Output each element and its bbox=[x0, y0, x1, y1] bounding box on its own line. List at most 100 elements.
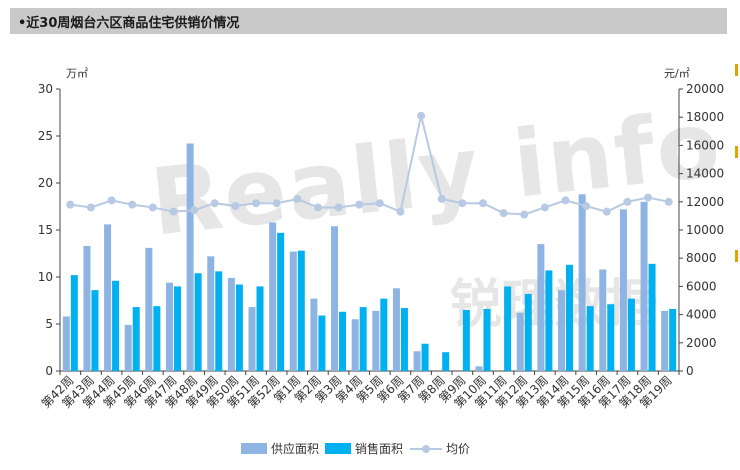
point-price bbox=[499, 209, 508, 218]
y-right-tick-label: 0 bbox=[686, 364, 694, 378]
legend-label-price: 均价 bbox=[446, 442, 470, 456]
bar-sales bbox=[91, 290, 99, 371]
point-price bbox=[128, 200, 137, 209]
bar-sales bbox=[400, 308, 408, 371]
bar-sales bbox=[297, 250, 305, 371]
bar-sales bbox=[153, 306, 161, 371]
bar-supply bbox=[145, 247, 153, 371]
bar-sales bbox=[607, 304, 615, 371]
point-price bbox=[231, 202, 240, 211]
bar-sales bbox=[359, 307, 367, 371]
bar-supply bbox=[207, 256, 215, 371]
point-price bbox=[602, 207, 611, 216]
bar-supply bbox=[269, 222, 277, 371]
y-left-tick-label: 20 bbox=[38, 176, 53, 190]
point-price bbox=[190, 206, 199, 215]
point-price bbox=[86, 203, 95, 212]
point-price bbox=[355, 200, 364, 209]
point-price bbox=[520, 210, 529, 219]
bar-sales bbox=[648, 263, 656, 371]
legend-swatch-supply bbox=[241, 443, 267, 454]
point-price bbox=[169, 207, 178, 216]
bar-supply bbox=[227, 277, 235, 371]
point-price bbox=[417, 111, 426, 120]
bar-supply bbox=[475, 366, 483, 371]
bar-supply bbox=[83, 245, 91, 371]
point-price bbox=[272, 199, 281, 208]
bar-supply bbox=[165, 282, 173, 371]
bar-supply bbox=[331, 226, 339, 371]
legend-swatch-sales bbox=[325, 443, 351, 454]
point-price bbox=[437, 194, 446, 203]
point-price bbox=[478, 199, 487, 208]
point-price bbox=[66, 200, 75, 209]
legend-marker-price bbox=[422, 445, 430, 453]
bar-sales bbox=[112, 280, 120, 371]
point-price bbox=[561, 196, 570, 205]
bar-sales bbox=[504, 286, 512, 371]
bar-supply bbox=[62, 316, 70, 371]
bar-supply bbox=[413, 351, 421, 371]
bar-sales bbox=[318, 315, 326, 371]
bar-sales bbox=[256, 286, 264, 371]
y-right-tick-label: 8000 bbox=[686, 251, 717, 265]
bar-supply bbox=[310, 298, 318, 371]
bar-sales bbox=[483, 308, 491, 371]
y-left-tick-label: 25 bbox=[38, 129, 53, 143]
point-price bbox=[458, 199, 467, 208]
right-axis-unit: 元/㎡ bbox=[664, 67, 690, 80]
edge-mark-1 bbox=[735, 64, 738, 76]
title-bar: •近30周烟台六区商品住宅供销价情况 bbox=[10, 8, 727, 34]
bar-sales bbox=[380, 298, 388, 371]
legend-label-supply: 供应面积 bbox=[271, 441, 319, 456]
bar-sales bbox=[215, 271, 223, 371]
bar-supply bbox=[289, 251, 297, 371]
left-axis-unit: 万㎡ bbox=[66, 67, 88, 80]
bar-supply bbox=[186, 143, 194, 371]
point-price bbox=[148, 203, 157, 212]
bar-supply bbox=[372, 310, 380, 371]
bar-sales bbox=[70, 275, 78, 371]
y-right-tick-label: 16000 bbox=[686, 138, 724, 152]
bar-supply bbox=[104, 224, 112, 371]
point-price bbox=[334, 203, 343, 212]
y-left-tick-label: 5 bbox=[45, 317, 53, 331]
y-left-tick-label: 0 bbox=[45, 364, 53, 378]
y-right-tick-label: 18000 bbox=[686, 110, 724, 124]
bar-sales bbox=[545, 270, 553, 371]
y-right-tick-label: 2000 bbox=[686, 336, 717, 350]
bar-sales bbox=[194, 273, 202, 371]
point-price bbox=[375, 199, 384, 208]
point-price bbox=[623, 197, 632, 206]
bar-supply bbox=[578, 194, 586, 371]
point-price bbox=[664, 197, 673, 206]
bar-sales bbox=[421, 343, 429, 371]
y-right-tick-label: 20000 bbox=[686, 82, 724, 96]
y-left-tick-label: 30 bbox=[38, 82, 53, 96]
bar-sales bbox=[462, 309, 470, 371]
edge-mark-2 bbox=[735, 146, 738, 158]
point-price bbox=[396, 207, 405, 216]
point-price bbox=[582, 202, 591, 211]
bar-sales bbox=[277, 232, 285, 371]
legend-label-sales: 销售面积 bbox=[355, 441, 403, 456]
y-right-tick-label: 14000 bbox=[686, 167, 724, 181]
point-price bbox=[252, 199, 261, 208]
bar-sales bbox=[627, 298, 635, 371]
y-right-tick-label: 4000 bbox=[686, 308, 717, 322]
y-right-tick-label: 10000 bbox=[686, 223, 724, 237]
bar-supply bbox=[537, 244, 545, 371]
bar-supply bbox=[516, 312, 524, 371]
y-right-tick-label: 12000 bbox=[686, 195, 724, 209]
y-left-tick-label: 15 bbox=[38, 223, 53, 237]
bar-supply bbox=[392, 288, 400, 371]
bar-sales bbox=[566, 264, 574, 371]
chart-title: •近30周烟台六区商品住宅供销价情况 bbox=[18, 16, 240, 31]
point-price bbox=[313, 203, 322, 212]
bar-sales bbox=[132, 307, 140, 371]
point-price bbox=[293, 194, 302, 203]
bar-supply bbox=[248, 307, 256, 371]
bar-sales bbox=[339, 311, 347, 371]
bar-supply bbox=[124, 324, 132, 371]
